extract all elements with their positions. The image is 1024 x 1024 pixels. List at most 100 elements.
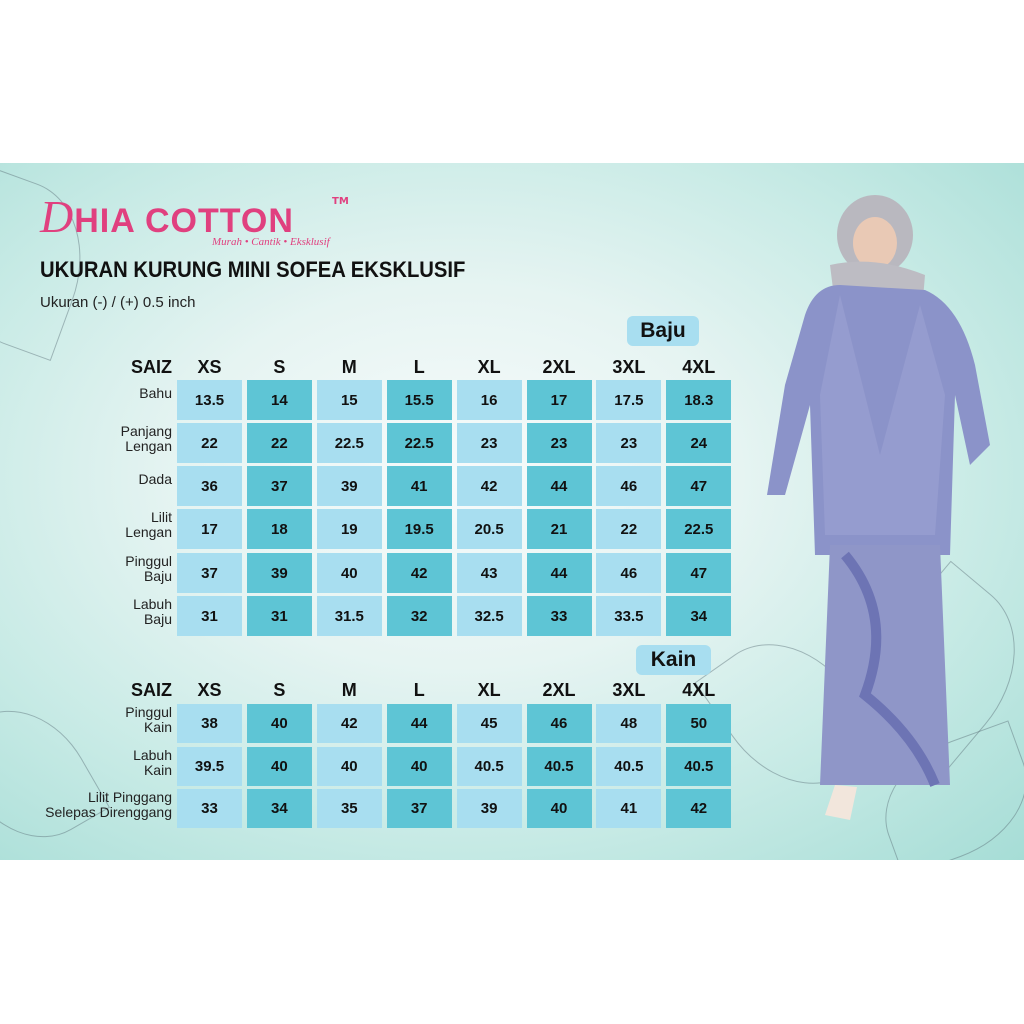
floral-decoration bbox=[0, 684, 110, 860]
row-label-line: Panjang bbox=[120, 423, 172, 439]
size-value-cell: 19 bbox=[316, 509, 382, 549]
row-label-line: Selepas Direnggang bbox=[45, 804, 172, 820]
size-value-cell: 40.5 bbox=[456, 747, 522, 786]
size-header-label: SAIZ bbox=[130, 357, 172, 377]
size-value-cell: 40 bbox=[526, 789, 592, 828]
row-label: Bahu bbox=[139, 386, 172, 401]
size-value-cell: 18 bbox=[246, 509, 312, 549]
size-value-cell: 43 bbox=[456, 553, 522, 593]
row-label: Pinggul Kain bbox=[125, 705, 172, 735]
size-value-cell: 34 bbox=[246, 789, 312, 828]
size-value-cell: 24 bbox=[666, 423, 732, 463]
size-value-cell: 47 bbox=[666, 466, 732, 506]
size-value-cell: 35 bbox=[316, 789, 382, 828]
brand-name: DHIA COTTON bbox=[40, 191, 294, 242]
size-value-cell: 40 bbox=[316, 553, 382, 593]
row-label-line: Dada bbox=[138, 471, 172, 487]
row-label-line: Lengan bbox=[125, 438, 172, 454]
row-label: Labuh Kain bbox=[133, 748, 172, 778]
row-label-line: Kain bbox=[143, 762, 172, 778]
size-value-cell: 22.5 bbox=[666, 509, 732, 549]
size-value-cell: 41 bbox=[596, 789, 662, 828]
size-value-cell: 40 bbox=[246, 704, 312, 743]
size-value-cell: 42 bbox=[666, 789, 732, 828]
size-column-header: 2XL bbox=[542, 680, 576, 700]
size-column-header: XL bbox=[477, 680, 501, 700]
section-label-baju: Baju bbox=[627, 316, 699, 346]
size-value-cell: 40.5 bbox=[526, 747, 592, 786]
size-value-cell: 23 bbox=[526, 423, 592, 463]
size-column-header: L bbox=[413, 357, 425, 377]
row-label-line: Labuh bbox=[133, 596, 172, 612]
size-value-cell: 21 bbox=[526, 509, 592, 549]
size-value-cell: 37 bbox=[386, 789, 452, 828]
size-value-cell: 44 bbox=[526, 553, 592, 593]
size-column-header: 3XL bbox=[612, 357, 646, 377]
size-value-cell: 41 bbox=[386, 466, 452, 506]
size-value-cell: 39 bbox=[246, 553, 312, 593]
size-value-cell: 17 bbox=[177, 509, 242, 549]
size-value-cell: 23 bbox=[456, 423, 522, 463]
section-label-kain: Kain bbox=[636, 645, 711, 675]
row-label-line: Lengan bbox=[125, 524, 172, 540]
size-value-cell: 15 bbox=[316, 380, 382, 420]
size-value-cell: 40.5 bbox=[666, 747, 732, 786]
size-header-label: SAIZ bbox=[130, 680, 172, 700]
size-column-header: S bbox=[273, 357, 286, 377]
row-label: Dada bbox=[139, 472, 172, 487]
size-value-cell: 37 bbox=[246, 466, 312, 506]
size-value-cell: 31.5 bbox=[316, 596, 382, 636]
size-column-header: XS bbox=[197, 357, 222, 377]
model-photo bbox=[767, 195, 990, 820]
size-value-cell: 13.5 bbox=[177, 380, 242, 420]
size-value-cell: 36 bbox=[177, 466, 242, 506]
size-value-cell: 23 bbox=[596, 423, 662, 463]
size-value-cell: 45 bbox=[456, 704, 522, 743]
row-label-line: Lilit Pinggang bbox=[87, 789, 172, 805]
size-value-cell: 17 bbox=[526, 380, 592, 420]
size-value-cell: 40 bbox=[316, 747, 382, 786]
row-label: Lilit Pinggang Selepas Direnggang bbox=[45, 790, 172, 820]
row-label-line: Labuh bbox=[133, 747, 172, 763]
row-label: Pinggul Baju bbox=[125, 554, 172, 584]
size-column-header: 3XL bbox=[612, 680, 646, 700]
brand-logo: DHIA COTTON TM Murah • Cantik • Eksklusi… bbox=[40, 190, 349, 248]
size-value-cell: 48 bbox=[596, 704, 662, 743]
size-value-cell: 16 bbox=[456, 380, 522, 420]
row-label-line: Baju bbox=[143, 568, 172, 584]
size-value-cell: 47 bbox=[666, 553, 732, 593]
size-column-header: M bbox=[341, 680, 357, 700]
size-value-cell: 39 bbox=[456, 789, 522, 828]
trademark: TM bbox=[332, 196, 349, 207]
size-value-cell: 22 bbox=[246, 423, 312, 463]
size-value-cell: 38 bbox=[177, 704, 242, 743]
size-value-cell: 33 bbox=[526, 596, 592, 636]
size-value-cell: 42 bbox=[456, 466, 522, 506]
size-value-cell: 32.5 bbox=[456, 596, 522, 636]
size-value-cell: 50 bbox=[666, 704, 732, 743]
size-value-cell: 44 bbox=[526, 466, 592, 506]
size-value-cell: 15.5 bbox=[386, 380, 452, 420]
row-label-line: Baju bbox=[143, 611, 172, 627]
row-label: Lilit Lengan bbox=[125, 510, 172, 540]
size-value-cell: 39.5 bbox=[177, 747, 242, 786]
size-value-cell: 33 bbox=[177, 789, 242, 828]
size-value-cell: 22.5 bbox=[316, 423, 382, 463]
size-value-cell: 22 bbox=[177, 423, 242, 463]
size-value-cell: 20.5 bbox=[456, 509, 522, 549]
size-value-cell: 22.5 bbox=[386, 423, 452, 463]
size-value-cell: 46 bbox=[526, 704, 592, 743]
size-value-cell: 17.5 bbox=[596, 380, 662, 420]
size-value-cell: 31 bbox=[177, 596, 242, 636]
size-value-cell: 31 bbox=[246, 596, 312, 636]
page-title: UKURAN KURUNG MINI SOFEA EKSKLUSIF bbox=[40, 257, 466, 282]
size-value-cell: 40 bbox=[246, 747, 312, 786]
row-label-line: Pinggul bbox=[125, 704, 172, 720]
size-value-cell: 42 bbox=[316, 704, 382, 743]
size-value-cell: 19.5 bbox=[386, 509, 452, 549]
size-value-cell: 40.5 bbox=[596, 747, 662, 786]
size-value-cell: 14 bbox=[246, 380, 312, 420]
size-value-cell: 22 bbox=[596, 509, 662, 549]
size-column-header: 4XL bbox=[682, 357, 716, 377]
size-column-header: S bbox=[273, 680, 286, 700]
